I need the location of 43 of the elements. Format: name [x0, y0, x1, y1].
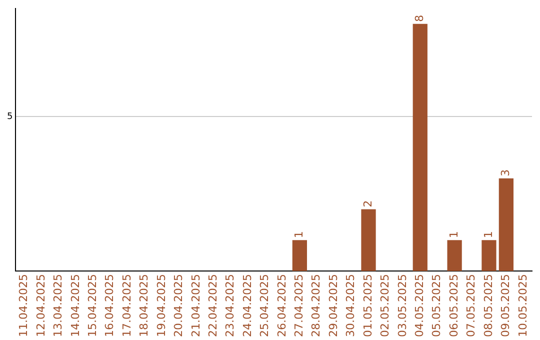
bar	[482, 240, 496, 272]
bar	[361, 209, 376, 272]
x-tick-label: 06.05.2025	[447, 274, 460, 338]
y-tick-label: 5	[6, 112, 13, 122]
x-tick-label: 20.04.2025	[172, 274, 186, 338]
x-tick-label: 02.05.2025	[378, 274, 392, 338]
x-tick-label: 11.04.2025	[17, 274, 30, 338]
x-tick-label: 28.04.2025	[310, 274, 323, 338]
x-tick-label: 15.04.2025	[86, 274, 100, 338]
bar	[447, 240, 462, 272]
bar	[412, 24, 428, 272]
x-tick-label: 03.05.2025	[396, 274, 409, 338]
bar	[498, 178, 514, 272]
x-tick-label: 17.04.2025	[120, 274, 134, 338]
x-tick-label: 18.04.2025	[138, 274, 151, 338]
x-tick-label: 19.04.2025	[154, 274, 168, 338]
bar	[292, 240, 307, 272]
x-tick-label: 05.05.2025	[430, 274, 444, 338]
x-tick-label: 24.04.2025	[240, 274, 254, 338]
x-tick-label: 27.04.2025	[292, 274, 306, 338]
x-tick-label: 09.05.2025	[499, 274, 512, 338]
x-tick-label: 29.04.2025	[326, 274, 340, 338]
x-tick-label: 23.04.2025	[224, 274, 237, 338]
data-label: 1	[447, 231, 460, 238]
data-label: 8	[413, 14, 426, 22]
data-label: 1	[482, 231, 495, 238]
x-tick-label: 12.04.2025	[34, 274, 48, 338]
data-label: 2	[361, 200, 374, 208]
x-tick-label: 10.05.2025	[516, 274, 530, 338]
x-tick-label: 21.04.2025	[189, 274, 202, 338]
x-tick-label: 30.04.2025	[344, 274, 358, 338]
x-tick-label: 14.04.2025	[68, 274, 82, 338]
data-label: 1	[292, 231, 306, 238]
x-tick-label: 13.04.2025	[52, 274, 65, 338]
x-tick-label: 25.04.2025	[258, 274, 272, 338]
x-tick-label: 08.05.2025	[482, 274, 495, 338]
x-tick-label: 07.05.2025	[464, 274, 478, 338]
x-tick-label: 22.04.2025	[206, 274, 220, 338]
x-tick-label: 16.04.2025	[103, 274, 116, 338]
data-label: 3	[499, 169, 512, 176]
x-tick-label: 04.05.2025	[413, 274, 426, 338]
x-tick-label: 26.04.2025	[275, 274, 288, 338]
x-tick-label: 01.05.2025	[361, 274, 374, 338]
